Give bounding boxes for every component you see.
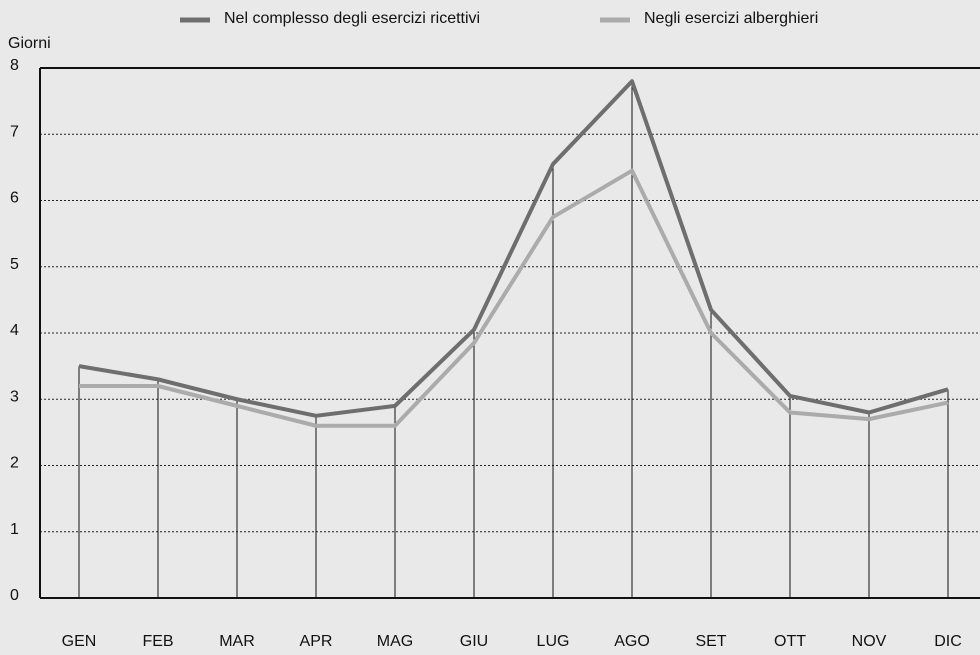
x-tick-label: MAR [219,633,255,650]
x-tick-label: NOV [852,633,887,650]
x-tick-label: MAG [377,633,413,650]
x-tick-label: APR [300,633,333,650]
y-tick-label: 7 [10,123,19,140]
y-tick-label: 3 [10,388,19,405]
x-tick-label: LUG [537,633,570,650]
y-tick-label: 4 [10,322,19,339]
y-tick-label: 6 [10,190,19,207]
y-tick-label: 0 [10,587,19,604]
x-tick-label: DIC [934,633,962,650]
legend-label: Negli esercizi alberghieri [644,10,818,27]
series-line [79,168,949,428]
x-tick-label: GIU [460,633,488,650]
y-tick-label: 1 [10,521,19,538]
x-tick-label: FEB [142,633,173,650]
y-tick-label: 2 [10,455,19,472]
x-tick-label: SET [695,633,726,650]
legend-label: Nel complesso degli esercizi ricettivi [224,10,480,27]
y-tick-label: 5 [10,256,19,273]
y-tick-label: 8 [10,57,19,74]
x-tick-label: AGO [614,633,650,650]
y-axis-label: Giorni [8,35,51,52]
series-line [78,79,949,418]
x-tick-label: GEN [62,633,97,650]
x-tick-label: OTT [774,633,806,650]
